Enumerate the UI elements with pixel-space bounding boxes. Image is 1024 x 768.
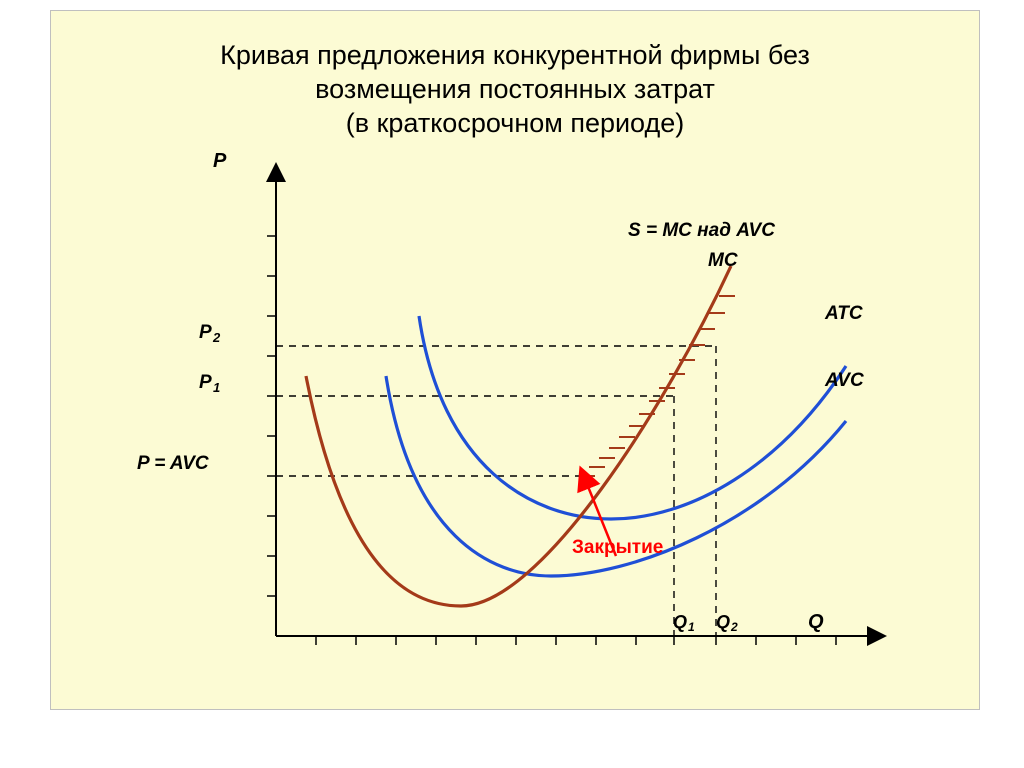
label-p1s: 1	[213, 380, 220, 395]
label-pavc: P = AVC	[137, 453, 209, 475]
label-avc: AVC	[825, 370, 864, 392]
label-q1s: 1	[688, 620, 695, 634]
label-atc: ATC	[825, 303, 863, 325]
label-p1: P	[199, 372, 212, 394]
economics-chart	[111, 156, 1021, 716]
label-x_axis: Q	[808, 611, 824, 634]
page: Кривая предложения конкурентной фирмы бе…	[0, 0, 1024, 768]
label-q2: Q	[716, 612, 730, 633]
label-p2s: 2	[213, 330, 220, 345]
label-q1: Q	[673, 612, 687, 633]
label-p2: P	[199, 322, 212, 344]
curve-mc	[306, 266, 731, 606]
label-shutdown: Закрытие	[572, 537, 663, 559]
chart-title: Кривая предложения конкурентной фирмы бе…	[51, 39, 979, 140]
label-q2s: 2	[731, 620, 738, 634]
chart-panel: Кривая предложения конкурентной фирмы бе…	[50, 10, 980, 710]
label-mc: MC	[708, 250, 738, 272]
label-s_mc: S = MC над AVC	[628, 220, 775, 242]
label-y_axis: P	[213, 150, 226, 173]
